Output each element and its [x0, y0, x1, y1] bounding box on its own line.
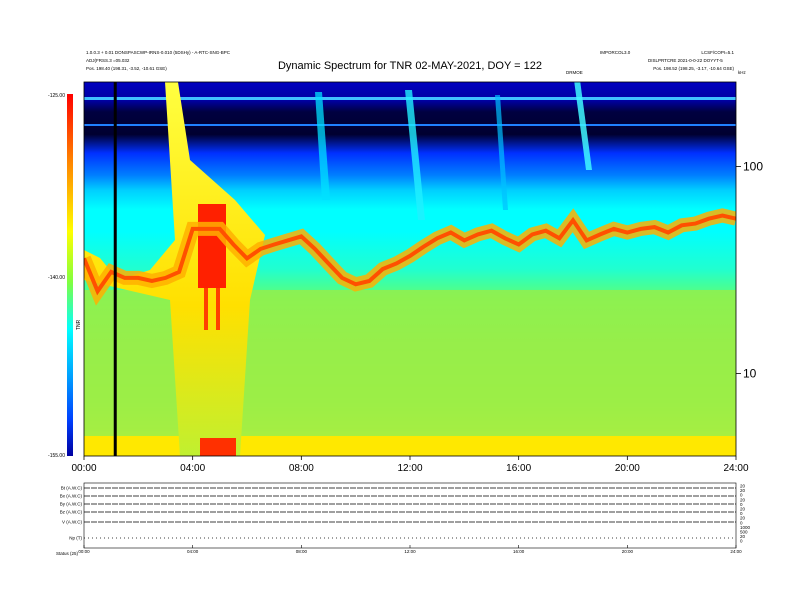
x-tick-label: 00:00	[71, 463, 96, 474]
type-iii-burst-2	[405, 90, 425, 220]
header-left-line3: Pos. 198.40 (198.31, -3.52, -10.61 GSE)	[86, 66, 167, 71]
parameter-right-tick-label: 0	[740, 493, 743, 498]
parameter-right-tick-label: 20	[740, 507, 746, 512]
parameter-row-label: Np (T)	[69, 536, 82, 541]
type-iii-burst-3	[574, 82, 592, 170]
intense-emission-streak-2	[216, 288, 220, 330]
plasma-line-layer	[84, 208, 736, 306]
parameter-right-tick-label: 0	[740, 511, 743, 516]
parameter-right-tick-label: 20	[740, 534, 746, 539]
parameter-panel: Bt (A.W.C) Bx (A.W.C) By (A.W.C) Bz (A.W.C)…	[56, 482, 751, 556]
parameter-x-tick-label: 24:00	[730, 549, 742, 554]
colorbar-max-label: -125.00	[48, 93, 65, 99]
colorbar-unit-label: TNR	[76, 319, 82, 330]
y-tick-label: 10	[743, 367, 757, 381]
bottom-noise-band	[84, 436, 736, 456]
parameter-right-tick-label: 20	[740, 497, 746, 502]
x-tick-label: 08:00	[289, 463, 314, 474]
parameter-rows: Bt (A.W.C) Bx (A.W.C) By (A.W.C) Bz (A.W.C)…	[60, 484, 751, 544]
x-tick-label: 12:00	[397, 463, 422, 474]
header-left-line1: 1.0.0.3 + 0.01 DONSPASCWP-IRNS-0.010 (5D…	[86, 50, 231, 55]
parameter-right-tick-label: 20	[740, 484, 746, 489]
colorbar	[67, 94, 73, 456]
parameter-right-tick-label: 500	[740, 530, 748, 535]
plasma-line	[84, 213, 736, 296]
x-tick-label: 20:00	[615, 463, 640, 474]
parameter-row-label: V (A.W.C)	[62, 520, 83, 525]
header-left-line2: ADJ(FRSS.3 =05.032	[86, 58, 130, 63]
parameter-footer-label: Status (25)	[56, 551, 79, 556]
plot-title: Dynamic Spectrum for TNR 02-MAY-2021, DO…	[278, 60, 542, 72]
x-tick-label: 24:00	[723, 463, 748, 474]
parameter-right-tick-label: 0	[740, 502, 743, 507]
y-axis: 100 10	[736, 160, 763, 381]
header-right-line4: Pos. 198.52 (198.25, -3.17, -10.64 GSE)	[653, 66, 734, 71]
header-right-line3: DISLPRTCRE 2021-0-0-22 DOYYT-5	[648, 58, 723, 63]
parameter-x-tick-label: 08:00	[296, 549, 308, 554]
colorbar-mid-label: -140.00	[48, 275, 65, 281]
header-right-line2: LCSF/COPI=5.1	[701, 50, 734, 55]
parameter-row-label: Bz (A.W.C)	[60, 510, 83, 515]
parameter-right-tick-label: 20	[740, 488, 746, 493]
parameter-x-tick-label: 04:00	[187, 549, 199, 554]
parameter-row-label: Bt (A.W.C)	[61, 486, 83, 491]
parameter-right-tick-label: 0	[740, 539, 743, 544]
parameter-panel-frame	[83, 482, 737, 549]
x-tick-label: 16:00	[506, 463, 531, 474]
frequency-unit-label: kHz	[738, 70, 746, 75]
parameter-row-label: Bx (A.W.C)	[60, 494, 83, 499]
header-mid-label: DRMOE	[566, 70, 583, 75]
x-axis: 00:00 04:00 08:00 12:00 16:00 20:00 24:00	[71, 456, 749, 474]
parameter-right-tick-label: 20	[740, 516, 746, 521]
intense-emission-streak	[204, 288, 208, 330]
header-right-line1: IMPORCOL3.0	[600, 50, 631, 55]
type-iii-burst-4	[495, 95, 508, 210]
parameter-x-tick-label: 20:00	[622, 549, 634, 554]
intense-emission-block	[198, 204, 226, 288]
parameter-x-tick-label: 12:00	[404, 549, 416, 554]
colorbar-min-label: -155.00	[48, 453, 65, 459]
y-tick-label: 100	[743, 160, 763, 174]
parameter-x-axis: 00:00 04:00 08:00 12:00 16:00 20:00 24:00	[78, 545, 742, 554]
parameter-x-tick-label: 00:00	[78, 549, 90, 554]
parameter-right-tick-label: 0	[740, 520, 743, 525]
parameter-right-tick-label: 1000	[740, 525, 751, 530]
parameter-x-tick-label: 16:00	[513, 549, 525, 554]
parameter-row-label: By (A.W.C)	[60, 502, 83, 507]
intense-emission-bottom	[200, 438, 236, 456]
x-tick-label: 04:00	[180, 463, 205, 474]
spectrogram	[84, 82, 736, 456]
type-iii-burst	[315, 92, 330, 200]
